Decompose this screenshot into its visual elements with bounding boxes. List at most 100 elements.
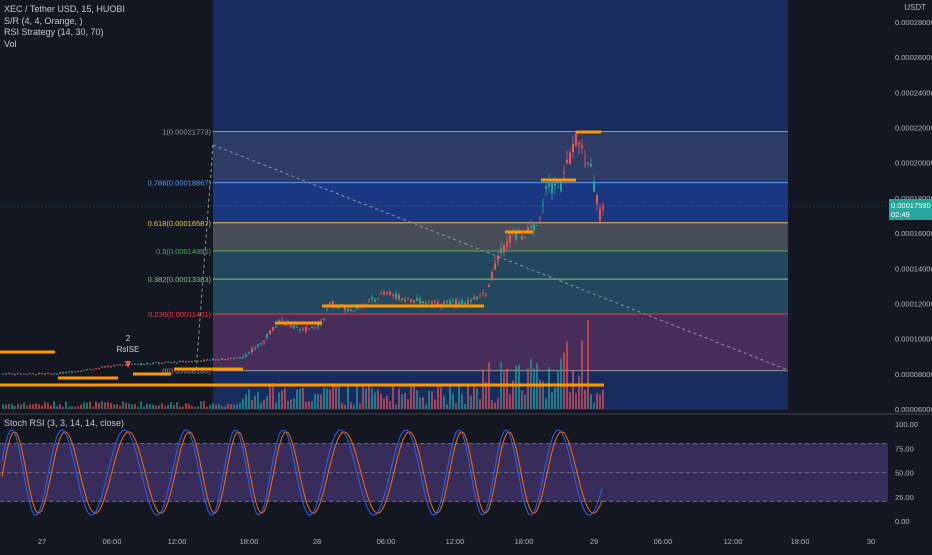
candle-body: [14, 374, 16, 376]
candle-body: [290, 325, 292, 328]
volume-bar: [416, 390, 418, 409]
volume-indicator-label[interactable]: Vol: [4, 38, 17, 49]
symbol-title[interactable]: XEC / Tether USD, 15, HUOBI: [4, 4, 125, 14]
candle-body: [452, 300, 454, 302]
candle-body: [251, 348, 253, 353]
volume-bar: [398, 388, 400, 409]
time-tick-label: 12:00: [724, 537, 743, 546]
volume-bar: [191, 405, 193, 409]
time-tick-label: 12:00: [446, 537, 465, 546]
candle-body: [245, 354, 247, 357]
volume-bar: [419, 397, 421, 409]
candle-body: [395, 293, 397, 299]
candle-body: [536, 225, 538, 226]
volume-bar: [437, 385, 439, 409]
volume-bar: [509, 394, 511, 409]
candle-body: [95, 368, 97, 370]
volume-bar: [44, 401, 46, 409]
candle-body: [281, 319, 283, 321]
volume-bar: [254, 395, 256, 409]
volume-bar: [515, 365, 517, 409]
candle-body: [257, 344, 259, 347]
price-tick-label: 0.00006000: [895, 405, 932, 414]
volume-bar: [350, 402, 352, 409]
volume-bar: [131, 404, 133, 409]
candle-body: [68, 371, 70, 373]
volume-bar: [296, 389, 298, 409]
candle-body: [338, 308, 340, 309]
volume-bar: [455, 403, 457, 409]
axes: 0.00028000 0.00026000 0.00024000 0.00022000…: [0, 18, 932, 546]
volume-bar: [47, 403, 49, 409]
candle-body: [566, 159, 568, 163]
price-tick-label: 0.00014000: [895, 264, 932, 273]
volume-bar: [392, 384, 394, 409]
volume-bar: [311, 401, 313, 409]
candle-body: [389, 291, 391, 295]
candle-body: [269, 330, 271, 335]
volume-bar: [128, 403, 130, 409]
price-tick-label: 0.00018000: [895, 194, 932, 203]
volume-bar: [161, 403, 163, 409]
candle-body: [464, 303, 466, 306]
volume-bar: [599, 394, 601, 409]
volume-bar: [158, 405, 160, 409]
volume-bar: [248, 389, 250, 409]
fib-level-label: 0(0.00008180): [162, 367, 211, 376]
candle-body: [530, 226, 532, 229]
candle-body: [56, 373, 58, 375]
volume-bar: [8, 404, 10, 409]
volume-bar: [230, 404, 232, 409]
fib-zone: [213, 279, 788, 314]
candle-body: [470, 299, 472, 302]
volume-bar: [245, 394, 247, 409]
candle-body: [347, 308, 349, 312]
volume-bar: [407, 399, 409, 409]
candle-body: [35, 374, 37, 376]
volume-bar: [578, 375, 580, 409]
candle-body: [350, 310, 352, 311]
candle-body: [407, 297, 409, 299]
candle-body: [242, 356, 244, 359]
candle-body: [374, 299, 376, 302]
volume-bar: [251, 399, 253, 409]
volume-bar: [302, 387, 304, 409]
stoch-rsi-title[interactable]: Stoch RSI (3, 3, 14, 14, close): [4, 418, 125, 428]
candle-body: [476, 296, 478, 300]
candle-body: [146, 363, 148, 365]
candle-body: [116, 364, 118, 366]
candle-body: [215, 359, 217, 361]
candle-body: [434, 300, 436, 303]
candle-body: [422, 301, 424, 304]
candle-body: [236, 357, 238, 359]
candle-body: [230, 357, 232, 359]
candle-body: [563, 172, 565, 174]
volume-bar: [347, 385, 349, 409]
volume-bar: [344, 404, 346, 409]
volume-bar: [257, 392, 259, 409]
time-tick-label: 18:00: [515, 537, 534, 546]
candle-body: [188, 361, 190, 363]
volume-bar: [203, 401, 205, 409]
sr-indicator-label[interactable]: S/R (4, 4, Orange, ): [4, 15, 83, 26]
fib-zone: [213, 131, 788, 183]
volume-bar: [173, 404, 175, 409]
volume-bar: [56, 406, 58, 409]
volume-bar: [602, 389, 604, 409]
candle-body: [332, 301, 334, 308]
volume-bar: [14, 406, 16, 409]
candle-body: [134, 363, 136, 365]
candle-body: [62, 372, 64, 374]
candle-body: [233, 357, 235, 359]
candle-body: [557, 180, 559, 183]
candle-body: [86, 369, 88, 371]
volume-bar: [209, 404, 211, 409]
candle-body: [455, 299, 457, 306]
volume-bar: [371, 388, 373, 409]
candle-body: [20, 373, 22, 375]
rsi-strategy-label[interactable]: RSI Strategy (14, 30, 70): [4, 27, 104, 37]
volume-bar: [77, 406, 79, 409]
volume-bar: [194, 406, 196, 409]
